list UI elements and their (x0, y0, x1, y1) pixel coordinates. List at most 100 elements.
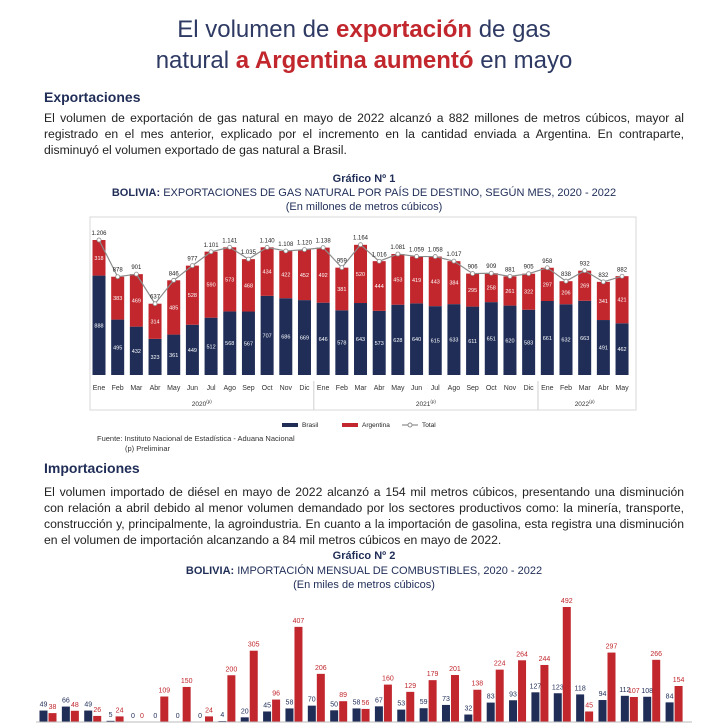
bar (428, 680, 437, 722)
page-title: El volumen de exportación de gas natural… (0, 14, 728, 76)
chart-subtitle: (En miles de metros cúbicos) (293, 579, 435, 591)
bar-segment (260, 247, 274, 296)
bar-segment (167, 280, 181, 335)
bar (406, 691, 415, 722)
total-point (302, 247, 307, 253)
bar-label: 583 (524, 340, 533, 346)
total-point (488, 270, 494, 276)
chart-caption: Gráfico Nº 2 (0, 549, 728, 563)
bar-segment (241, 259, 255, 312)
bar (227, 675, 236, 722)
bar-segment (279, 298, 293, 375)
bar (294, 626, 303, 722)
bar-segment (503, 276, 517, 306)
title-part: en mayo (473, 47, 573, 74)
x-tick-label: Sep (466, 385, 479, 392)
total-point (227, 244, 233, 250)
total-label: 1.141 (222, 238, 238, 244)
bar-segment (185, 324, 199, 375)
bar-label: 89 (339, 692, 347, 699)
bar-segment (428, 256, 442, 307)
total-point (96, 237, 102, 243)
total-point (283, 248, 289, 254)
bar (39, 710, 48, 722)
bar (652, 659, 661, 722)
bar-label: 179 (427, 671, 439, 678)
x-tick-label: May (615, 385, 629, 392)
bar-label: 154 (673, 677, 685, 684)
paragraph: El volumen de exportación de gas natural… (44, 111, 684, 157)
bar (473, 689, 482, 722)
bar-label: 24 (116, 707, 124, 714)
total-point (320, 245, 326, 251)
bar-label: 462 (617, 347, 626, 353)
bar-label: 528 (188, 293, 197, 299)
bar-label: 107 (628, 688, 640, 695)
bar-label: 94 (599, 691, 607, 698)
paragraph: El volumen importado de diésel en mayo d… (44, 485, 684, 547)
bar-label: 468 (244, 283, 253, 289)
bar-label: 150 (181, 678, 193, 685)
bar-segment (129, 326, 143, 375)
bar (486, 702, 495, 722)
bar-segment (185, 265, 199, 325)
bar-label: 0 (153, 713, 157, 720)
bar (419, 708, 428, 722)
bar (620, 695, 629, 722)
total-label: 1.035 (241, 250, 257, 256)
bar-label: 669 (300, 336, 309, 342)
bar-label: 485 (169, 305, 178, 311)
total-point (619, 273, 625, 279)
total-label: 901 (131, 265, 142, 271)
bar (643, 696, 652, 722)
x-tick-label: Dic (524, 385, 535, 392)
chart-title-prefix: BOLIVIA: (185, 565, 235, 577)
bar-segment (297, 300, 311, 375)
group-year: 2020 (192, 401, 207, 408)
total-label: 1.140 (260, 238, 276, 244)
total-label: 1.120 (297, 241, 313, 247)
bar-segment (111, 319, 125, 375)
bar (352, 708, 361, 722)
bar (115, 716, 124, 722)
bar-label: 49 (40, 702, 48, 709)
bar (106, 720, 115, 722)
legend-label: Brasil (302, 422, 319, 429)
x-tick-label: Dic (299, 385, 310, 392)
bar-label: 491 (599, 346, 608, 352)
bar-label: 66 (62, 698, 70, 705)
bar-label: 633 (449, 338, 458, 344)
group-note: (p) (589, 399, 595, 404)
total-label: 1.108 (278, 242, 294, 248)
bar-segment (204, 251, 218, 318)
bar-label: 449 (188, 348, 197, 354)
chart-title-text: EXPORTACIONES DE GAS NATURAL POR PAÍS DE… (163, 187, 617, 199)
bar-label: 318 (94, 256, 103, 262)
bar-label: 512 (206, 344, 215, 350)
bar-label: 108 (641, 688, 653, 695)
bar-label: 38 (49, 704, 57, 711)
total-label: 1.138 (316, 239, 332, 245)
bar-label: 295 (468, 288, 477, 294)
total-label: 959 (337, 259, 348, 265)
group-label: 2022(p) (575, 399, 595, 408)
bar-label: 432 (132, 349, 141, 355)
x-tick-label: Abr (150, 385, 162, 392)
total-point (563, 278, 569, 284)
bar-segment (615, 323, 629, 375)
bar-segment (466, 273, 480, 307)
x-tick-label: Nov (280, 385, 293, 392)
bar-label: 707 (263, 333, 272, 339)
title-highlight: exportación (336, 16, 473, 43)
bar-segment (410, 303, 424, 375)
bar-label: 70 (308, 697, 316, 704)
bar-segment (447, 304, 461, 375)
x-tick-label: Abr (374, 385, 386, 392)
total-label: 1.017 (446, 252, 462, 258)
bar (316, 673, 325, 722)
plot-frame (89, 216, 637, 411)
bar-label: 419 (412, 278, 421, 284)
total-point (582, 268, 588, 274)
title-highlight: a Argentina aumentó (235, 47, 474, 74)
